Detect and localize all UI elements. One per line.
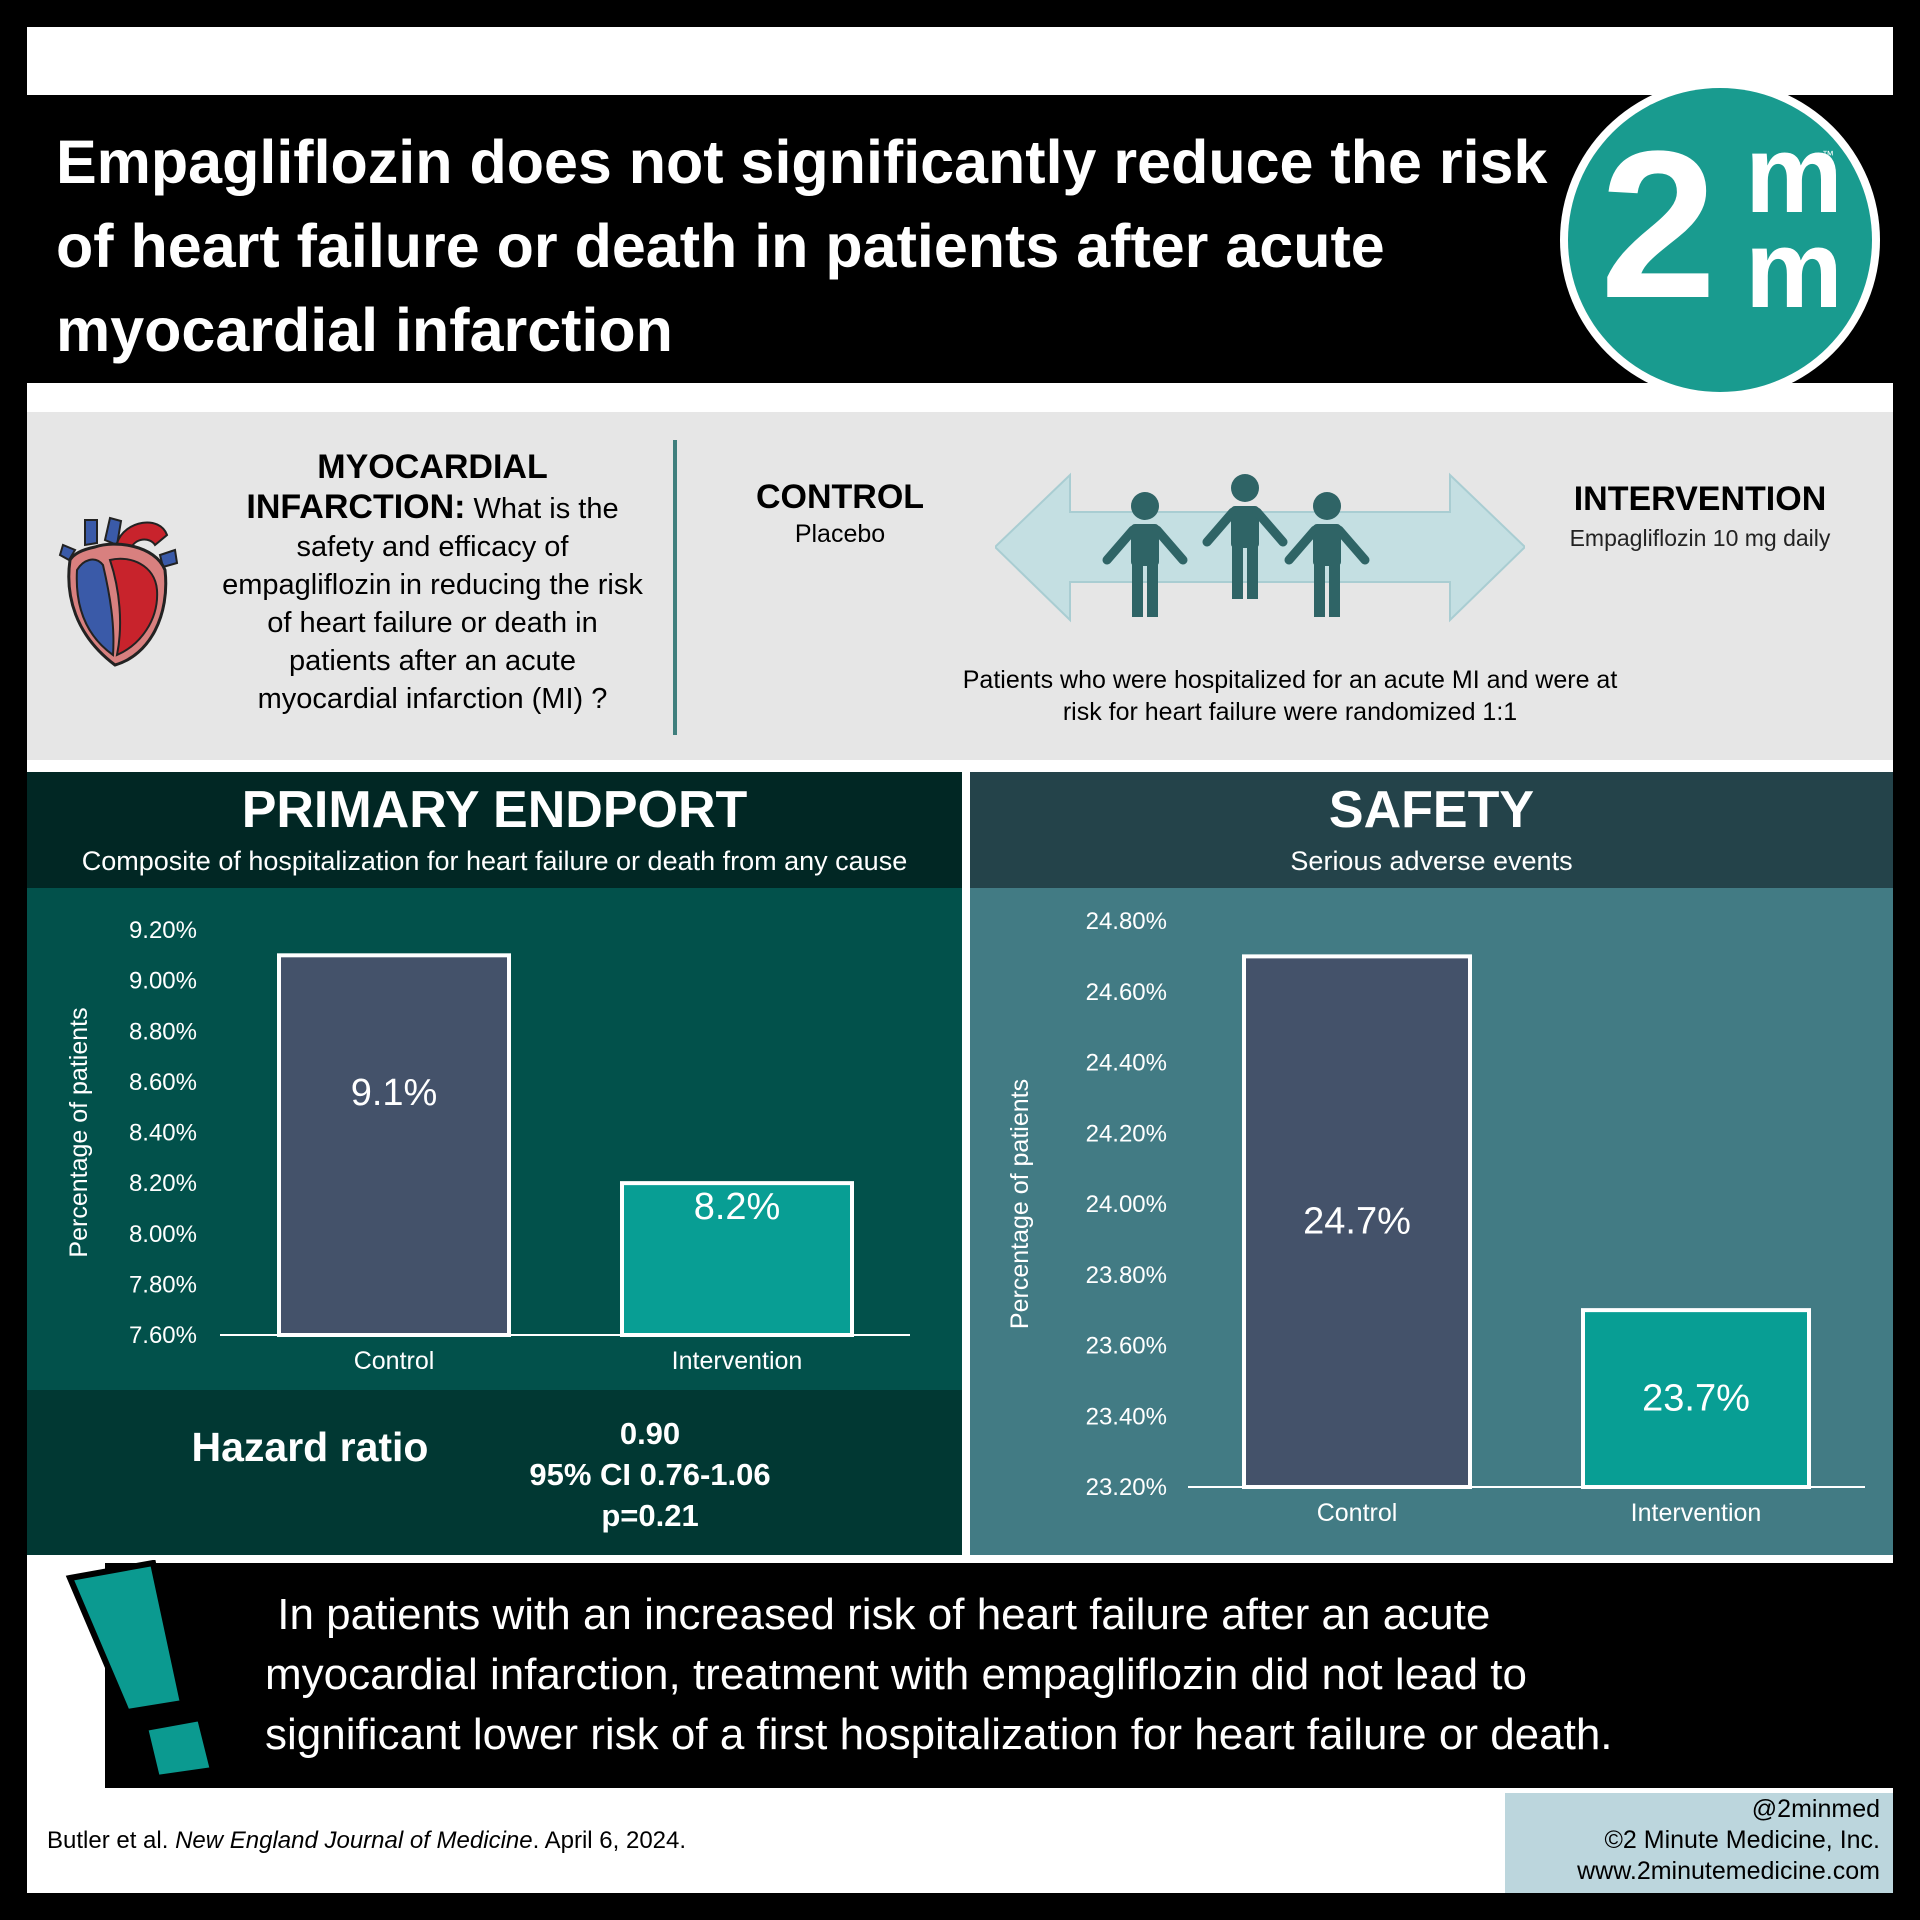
people-icon	[1102, 474, 1370, 617]
y-tick-label: 9.00%	[129, 968, 197, 995]
x-tick-label: Intervention	[672, 1347, 803, 1375]
intervention-title: INTERVENTION	[1573, 480, 1827, 518]
primary-chart: 7.60% 7.80% 8.00% 8.20% 8.40% 8.60% 8.80% 9.00%…	[65, 917, 910, 1375]
y-tick-label: 24.80%	[1086, 908, 1167, 935]
question-body: What is the safety and efficacy of empag…	[222, 493, 643, 715]
footer-handle: @2minmed	[1751, 1795, 1880, 1823]
y-tick-label: 8.40%	[129, 1120, 197, 1147]
bar	[277, 953, 511, 1337]
question-text: MYOCARDIAL INFARCTION: What is the safet…	[220, 448, 645, 718]
y-tick-label: 23.60%	[1086, 1333, 1167, 1360]
footer-copyright: ©2 Minute Medicine, Inc.	[1604, 1826, 1881, 1854]
y-tick-label: 9.20%	[129, 917, 197, 944]
vertical-divider	[673, 440, 677, 735]
conclusion-panel	[105, 1563, 1893, 1788]
citation-journal: New England Journal of Medicine	[175, 1827, 533, 1854]
y-tick-label: 8.20%	[129, 1170, 197, 1197]
control-subtitle: Placebo	[794, 520, 886, 548]
design-description: Patients who were hospitalized for an ac…	[962, 666, 1618, 726]
safety-chart: 23.20% 23.40% 23.60% 23.80% 24.00% 24.20% 24.4…	[1006, 908, 1865, 1527]
safety-subtitle: Serious adverse events	[1290, 846, 1573, 876]
y-tick-label: 8.80%	[129, 1018, 197, 1045]
safety-header	[970, 772, 1893, 888]
question-band	[27, 412, 1893, 760]
footer-credits: @2minmed ©2 Minute Medicine, Inc. www.2m…	[1505, 1794, 1880, 1887]
y-tick-label: 23.80%	[1086, 1262, 1167, 1289]
logo-circle	[1568, 88, 1872, 392]
primary-subtitle: Composite of hospitalization for heart f…	[81, 846, 908, 876]
y-tick-label: 24.60%	[1086, 979, 1167, 1006]
y-tick-label: 24.40%	[1086, 1050, 1167, 1077]
hazard-ratio-values: 0.90 95% CI 0.76-1.06 p=0.21	[480, 1413, 820, 1536]
bar	[620, 1181, 854, 1337]
footer-box	[1505, 1793, 1893, 1893]
citation-date: . April 6, 2024.	[532, 1827, 687, 1854]
primary-header	[27, 772, 962, 888]
x-tick-label: Control	[354, 1347, 435, 1375]
hazard-ratio-ci: 95% CI 0.76-1.06	[529, 1457, 771, 1492]
logo-letter-bottom: m	[1745, 208, 1843, 331]
y-axis-title: Percentage of patients	[1006, 1079, 1034, 1329]
safety-title: SAFETY	[1328, 781, 1535, 839]
heart-icon	[58, 516, 179, 667]
y-tick-label: 7.80%	[129, 1271, 197, 1298]
control-title: CONTROL	[755, 478, 925, 516]
hazard-ratio-p: p=0.21	[601, 1498, 699, 1533]
bar-data-label: 9.1%	[351, 1072, 438, 1114]
y-tick-label: 24.20%	[1086, 1120, 1167, 1147]
x-tick-label: Intervention	[1631, 1499, 1762, 1527]
logo-digit: 2	[1600, 107, 1717, 342]
logo-trademark: ™	[1822, 148, 1834, 162]
question-topic: MYOCARDIAL INFARCTION:	[246, 448, 548, 526]
y-tick-label: 23.20%	[1086, 1474, 1167, 1501]
conclusion-text: In patients with an increased risk of he…	[265, 1590, 1613, 1759]
y-tick-label: 24.00%	[1086, 1191, 1167, 1218]
primary-title: PRIMARY ENDPORT	[241, 781, 748, 839]
bar	[1581, 1308, 1811, 1489]
page-title: Empagliflozin does not significantly red…	[56, 128, 1548, 364]
double-arrow-icon	[995, 472, 1525, 623]
y-axis-title: Percentage of patients	[65, 1007, 93, 1257]
hazard-ratio-label: Hazard ratio	[191, 1424, 429, 1470]
intervention-subtitle: Empagliflozin 10 mg daily	[1569, 525, 1831, 551]
x-tick-label: Control	[1317, 1499, 1398, 1527]
bar-data-label: 23.7%	[1642, 1378, 1750, 1420]
y-tick-label: 8.60%	[129, 1069, 197, 1096]
bar-data-label: 24.7%	[1303, 1201, 1411, 1243]
y-tick-label: 8.00%	[129, 1221, 197, 1248]
bar	[1242, 954, 1472, 1489]
bar-data-label: 8.2%	[694, 1186, 781, 1228]
citation-authors: Butler et al.	[47, 1827, 176, 1854]
citation: Butler et al. New England Journal of Med…	[47, 1827, 686, 1855]
hazard-ratio-panel	[27, 1390, 962, 1555]
y-tick-label: 7.60%	[129, 1322, 197, 1349]
exclamation-icon	[65, 1560, 217, 1780]
hazard-ratio-value: 0.90	[619, 1416, 681, 1451]
footer-website[interactable]: www.2minutemedicine.com	[1577, 1857, 1880, 1885]
logo-letter-top: m	[1745, 113, 1843, 236]
y-tick-label: 23.40%	[1086, 1403, 1167, 1430]
